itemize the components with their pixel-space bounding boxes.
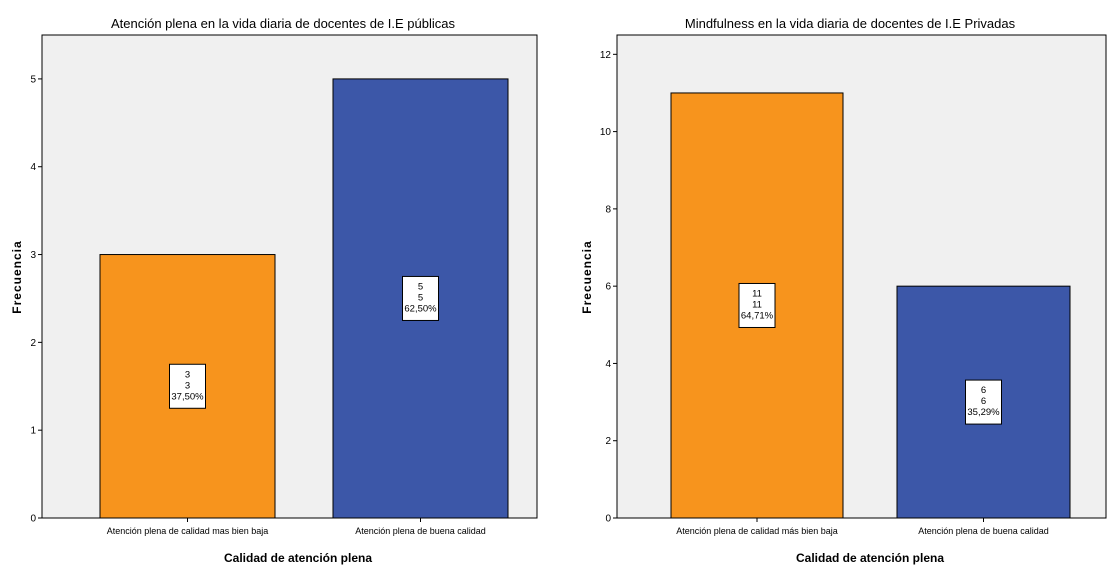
- category-label: Atención plena de buena calidad: [355, 526, 486, 536]
- data-label: 37,50%: [171, 391, 204, 402]
- y-tick-label: 5: [30, 74, 36, 85]
- data-label: 62,50%: [404, 303, 437, 314]
- y-tick-label: 10: [600, 127, 612, 138]
- category-label: Atención plena de calidad mas bien baja: [107, 526, 269, 536]
- data-label-box: [169, 363, 206, 409]
- data-label: 35,29%: [967, 407, 1000, 418]
- y-tick-label: 4: [30, 162, 36, 173]
- y-tick-label: 2: [30, 338, 36, 349]
- y-tick-label: 0: [30, 514, 36, 525]
- data-label: 6: [981, 385, 986, 396]
- data-label: 11: [752, 288, 762, 299]
- x-axis-label: Calidad de atención plena: [224, 551, 372, 565]
- y-tick-label: 12: [600, 50, 612, 61]
- y-axis-label: Frecuencia: [10, 240, 24, 313]
- x-axis-label: Calidad de atención plena: [796, 551, 944, 565]
- category-label: Atención plena de calidad más bien baja: [676, 526, 838, 536]
- category-label: Atención plena de buena calidad: [918, 526, 1049, 536]
- y-tick-label: 1: [30, 426, 36, 437]
- data-label-box: [738, 282, 776, 328]
- chart-title: Mindfulness en la vida diaria de docente…: [685, 16, 1016, 31]
- y-tick-label: 3: [30, 250, 36, 261]
- y-axis-label: Frecuencia: [580, 240, 594, 313]
- data-label: 5: [418, 281, 423, 292]
- y-tick-label: 2: [605, 436, 611, 447]
- chart-publicas: Atención plena en la vida diaria de doce…: [10, 16, 538, 565]
- y-tick-label: 0: [605, 514, 611, 525]
- data-label: 5: [418, 292, 423, 303]
- data-label-box: [402, 275, 439, 321]
- y-tick-label: 4: [605, 359, 611, 370]
- data-label: 3: [185, 380, 190, 391]
- data-label: 64,71%: [741, 310, 774, 321]
- chart-title: Atención plena en la vida diaria de doce…: [111, 16, 456, 31]
- data-label: 3: [185, 369, 190, 380]
- data-label-box: [965, 379, 1002, 425]
- y-tick-label: 8: [605, 204, 611, 215]
- data-label: 11: [752, 299, 762, 310]
- chart-privadas: Mindfulness en la vida diaria de docente…: [580, 16, 1107, 565]
- data-label: 6: [981, 396, 986, 407]
- y-tick-label: 6: [605, 282, 611, 293]
